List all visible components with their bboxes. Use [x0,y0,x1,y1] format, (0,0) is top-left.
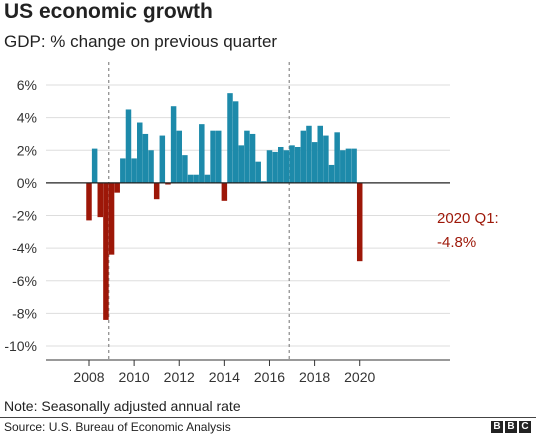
bar-2014-q3 [232,101,239,183]
bar-2020-q1 [356,182,363,262]
bar-2011-q1 [153,182,160,200]
x-axis: 2008 2010 2012 2014 2016 2018 2020 [46,359,450,385]
bar-2016-q3 [278,146,284,183]
bar-2016-q4 [283,150,290,183]
reference-lines [108,62,290,360]
bar-2013-q3 [210,130,216,183]
bar-2018-q1 [311,142,318,183]
bar-2013-q2 [204,174,211,183]
bar-2012-q1 [176,130,182,183]
bar-2017-q3 [300,130,307,183]
bar-2018-q2 [317,125,323,183]
annotation-label: 2020 Q1: [437,210,499,227]
y-tick-label: -4% [12,240,37,256]
bar-2015-q1 [244,130,250,183]
bar-2019-q2 [340,150,346,183]
bar-2015-q2 [249,133,256,183]
bar-2011-q3 [165,182,171,185]
y-tick-label: -10% [4,338,37,354]
bar-2019-q4 [351,148,357,183]
x-tick-label: 2020 [344,369,375,385]
bar-2009-q4 [125,109,132,183]
y-tick-label: -2% [12,208,37,224]
chart-title: US economic growth [4,0,213,23]
chart-subtitle: GDP: % change on previous quarter [4,32,278,51]
footer-divider [0,417,536,418]
annotation-value: -4.8% [437,234,477,251]
y-tick-label: -6% [12,273,37,289]
bar-2019-q1 [334,132,340,183]
bar-2017-q4 [306,125,312,183]
footnote: Note: Seasonally adjusted annual rate [4,398,241,414]
logo-letter: B [505,421,517,433]
x-tick-label: 2010 [119,369,150,385]
bar-2009-q3 [120,158,126,183]
bar-2011-q4 [170,106,177,183]
logo-letter: B [491,421,503,433]
bar-2012-q2 [182,155,188,183]
bar-2008-q3 [97,182,104,218]
bar-2016-q1 [266,150,273,183]
bar-2009-q1 [108,182,115,255]
bar-2017-q1 [289,145,295,183]
y-tick-label: 2% [17,142,37,158]
bar-2015-q3 [255,161,261,183]
bar-2014-q1 [221,182,228,201]
bar-2018-q4 [328,164,335,183]
x-tick-label: 2014 [209,369,240,385]
bar-2008-q4 [103,182,109,320]
bar-2012-q3 [187,174,194,183]
bar-2013-q4 [215,130,222,183]
bar-2017-q2 [294,146,301,183]
bar-2015-q4 [261,181,267,183]
x-tick-label: 2016 [254,369,285,385]
bbc-logo: B B C [491,421,531,433]
logo-letter: C [519,421,531,433]
y-tick-label: 6% [17,77,37,93]
source-text: Source: U.S. Bureau of Economic Analysis [4,420,231,434]
x-tick-label: 2018 [299,369,330,385]
bar-2014-q2 [227,93,233,183]
gdp-bar-chart: 6% 4% 2% 0% -2% -4% -6% -8% -10% 2008 2010 2012 201… [4,62,450,385]
bar-2012-q4 [193,174,199,183]
bar-2010-q4 [148,150,154,183]
bars [86,93,363,320]
y-axis-labels: 6% 4% 2% 0% -2% -4% -6% -8% -10% [4,77,37,354]
bar-2019-q3 [345,148,352,183]
bar-2011-q2 [159,135,166,183]
bar-2010-q1 [131,158,137,183]
y-tick-label: 0% [17,175,37,191]
x-tick-label: 2012 [164,369,195,385]
bar-2010-q2 [137,122,143,183]
bar-2016-q2 [272,151,278,183]
bar-2008-q2 [91,148,98,183]
bar-2018-q3 [323,135,329,183]
x-tick-label: 2008 [73,369,104,385]
bar-2014-q4 [238,145,245,183]
y-tick-label: -8% [12,305,37,321]
bar-2008-q1 [86,182,92,221]
bar-2013-q1 [199,124,205,183]
gridlines [46,84,450,347]
bar-2009-q2 [114,182,120,193]
y-tick-label: 4% [17,110,37,126]
bar-2010-q3 [142,133,149,183]
